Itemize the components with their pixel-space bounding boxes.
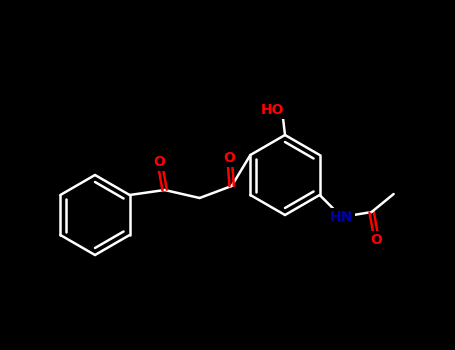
Text: HN: HN (330, 210, 353, 224)
Text: O: O (371, 233, 383, 247)
Text: O: O (154, 155, 166, 169)
Text: HO: HO (261, 103, 285, 117)
Text: O: O (224, 151, 236, 165)
